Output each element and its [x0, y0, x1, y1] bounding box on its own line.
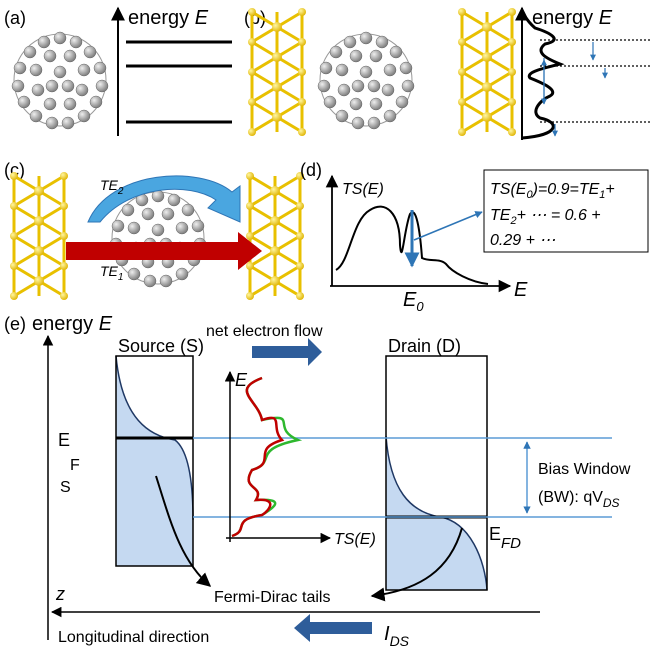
source-fd: [115, 355, 194, 521]
formula-part: TE: [490, 207, 511, 224]
axis-word: energy: [128, 7, 189, 29]
formula-part: +: [605, 181, 614, 198]
drain-label: Drain (D): [388, 336, 461, 356]
longitudinal-label: Longitudinal direction: [58, 629, 209, 646]
bias-label: Bias Window: [538, 461, 631, 478]
ts-curve-red: [231, 376, 285, 538]
panel-label: (e): [4, 314, 26, 334]
electrode: [456, 6, 518, 138]
efd-text: E: [489, 524, 501, 544]
efd-label: EFD: [489, 524, 521, 552]
e0-sub: 0: [416, 299, 424, 314]
electrode: [8, 170, 70, 302]
pointer: [413, 211, 483, 241]
axis-word: energy: [532, 7, 593, 29]
te1-label: TE1: [100, 263, 123, 283]
source-fill: [116, 356, 193, 566]
tail-arrow: [370, 527, 463, 602]
bias-lines: [193, 437, 612, 518]
panel-label: (a): [4, 8, 26, 28]
x-axis-label: E: [514, 279, 528, 301]
panel-label: (c): [4, 160, 25, 180]
axis-label: energy E: [128, 7, 209, 29]
current-sub: DS: [390, 633, 410, 649]
axis-label: energy E: [32, 313, 113, 335]
panel-label: (d): [300, 160, 322, 180]
energy-levels: [126, 40, 232, 124]
dotted-levels: [540, 39, 650, 123]
te-sub: 2: [117, 186, 124, 197]
formula-line: TE2+ ⋯ = 0.6 +: [490, 207, 601, 227]
bias-text: (BW): qV: [538, 489, 603, 506]
axis-symbol: E: [99, 313, 113, 335]
current-label: IDS: [384, 623, 410, 649]
formula-box: [483, 169, 649, 253]
electrode: [244, 170, 306, 302]
formula-line: TS(E0)=0.9=TE1+: [490, 181, 615, 201]
drain-fill: [386, 436, 487, 590]
shift-arrows: [541, 42, 608, 137]
te-sub: 1: [118, 272, 124, 283]
tails-label: Fermi-Dirac tails: [214, 589, 330, 606]
e0-label: E0: [403, 289, 424, 314]
bias-sub: DS: [603, 496, 620, 510]
formula-sub: 2: [509, 215, 516, 227]
current-text: I: [384, 623, 390, 645]
te-text: TE: [100, 177, 119, 193]
axis-symbol: E: [195, 7, 209, 29]
z-label: z: [55, 584, 65, 604]
formula-sub: 1: [599, 189, 605, 201]
efs-e: E: [58, 430, 70, 450]
te-text: TE: [100, 263, 119, 279]
bias-label: (BW): qVDS: [538, 489, 620, 510]
dos-curve: [520, 11, 565, 140]
inset-y-label: E: [235, 370, 248, 390]
flow-arrow: [252, 338, 322, 366]
efd-sub: FD: [501, 535, 521, 552]
drain-box: [385, 355, 488, 591]
axis-label: energy E: [532, 7, 613, 29]
formula-part: TS(E: [490, 181, 527, 198]
te2-label: TE2: [100, 177, 124, 197]
formula-line: 0.29 + ⋯: [490, 232, 555, 249]
formula-sub: 0: [526, 189, 533, 201]
c60: [317, 31, 415, 130]
current-arrow: [294, 614, 372, 642]
c60: [109, 189, 207, 288]
formula-part: )=0.9=TE: [531, 181, 600, 198]
source-box: [115, 355, 194, 567]
y-axis-label: TS(E): [342, 181, 384, 198]
inset-x-label: TS(E): [334, 531, 376, 548]
direct-arrow: [66, 232, 262, 270]
source-label: Source (S): [118, 336, 204, 356]
axis-word: energy: [32, 313, 93, 335]
tail-arrow: [155, 475, 212, 587]
e0-text: E: [403, 289, 417, 311]
efs-f: F: [70, 457, 80, 474]
flow-label: net electron flow: [206, 323, 323, 340]
axis-symbol: E: [599, 7, 613, 29]
transmission-curve: [335, 205, 489, 285]
formula-part: + ⋯ = 0.6 +: [517, 207, 601, 224]
tunneling-arrow: [87, 175, 241, 223]
efs-s: S: [60, 479, 71, 496]
c60: [11, 31, 109, 130]
